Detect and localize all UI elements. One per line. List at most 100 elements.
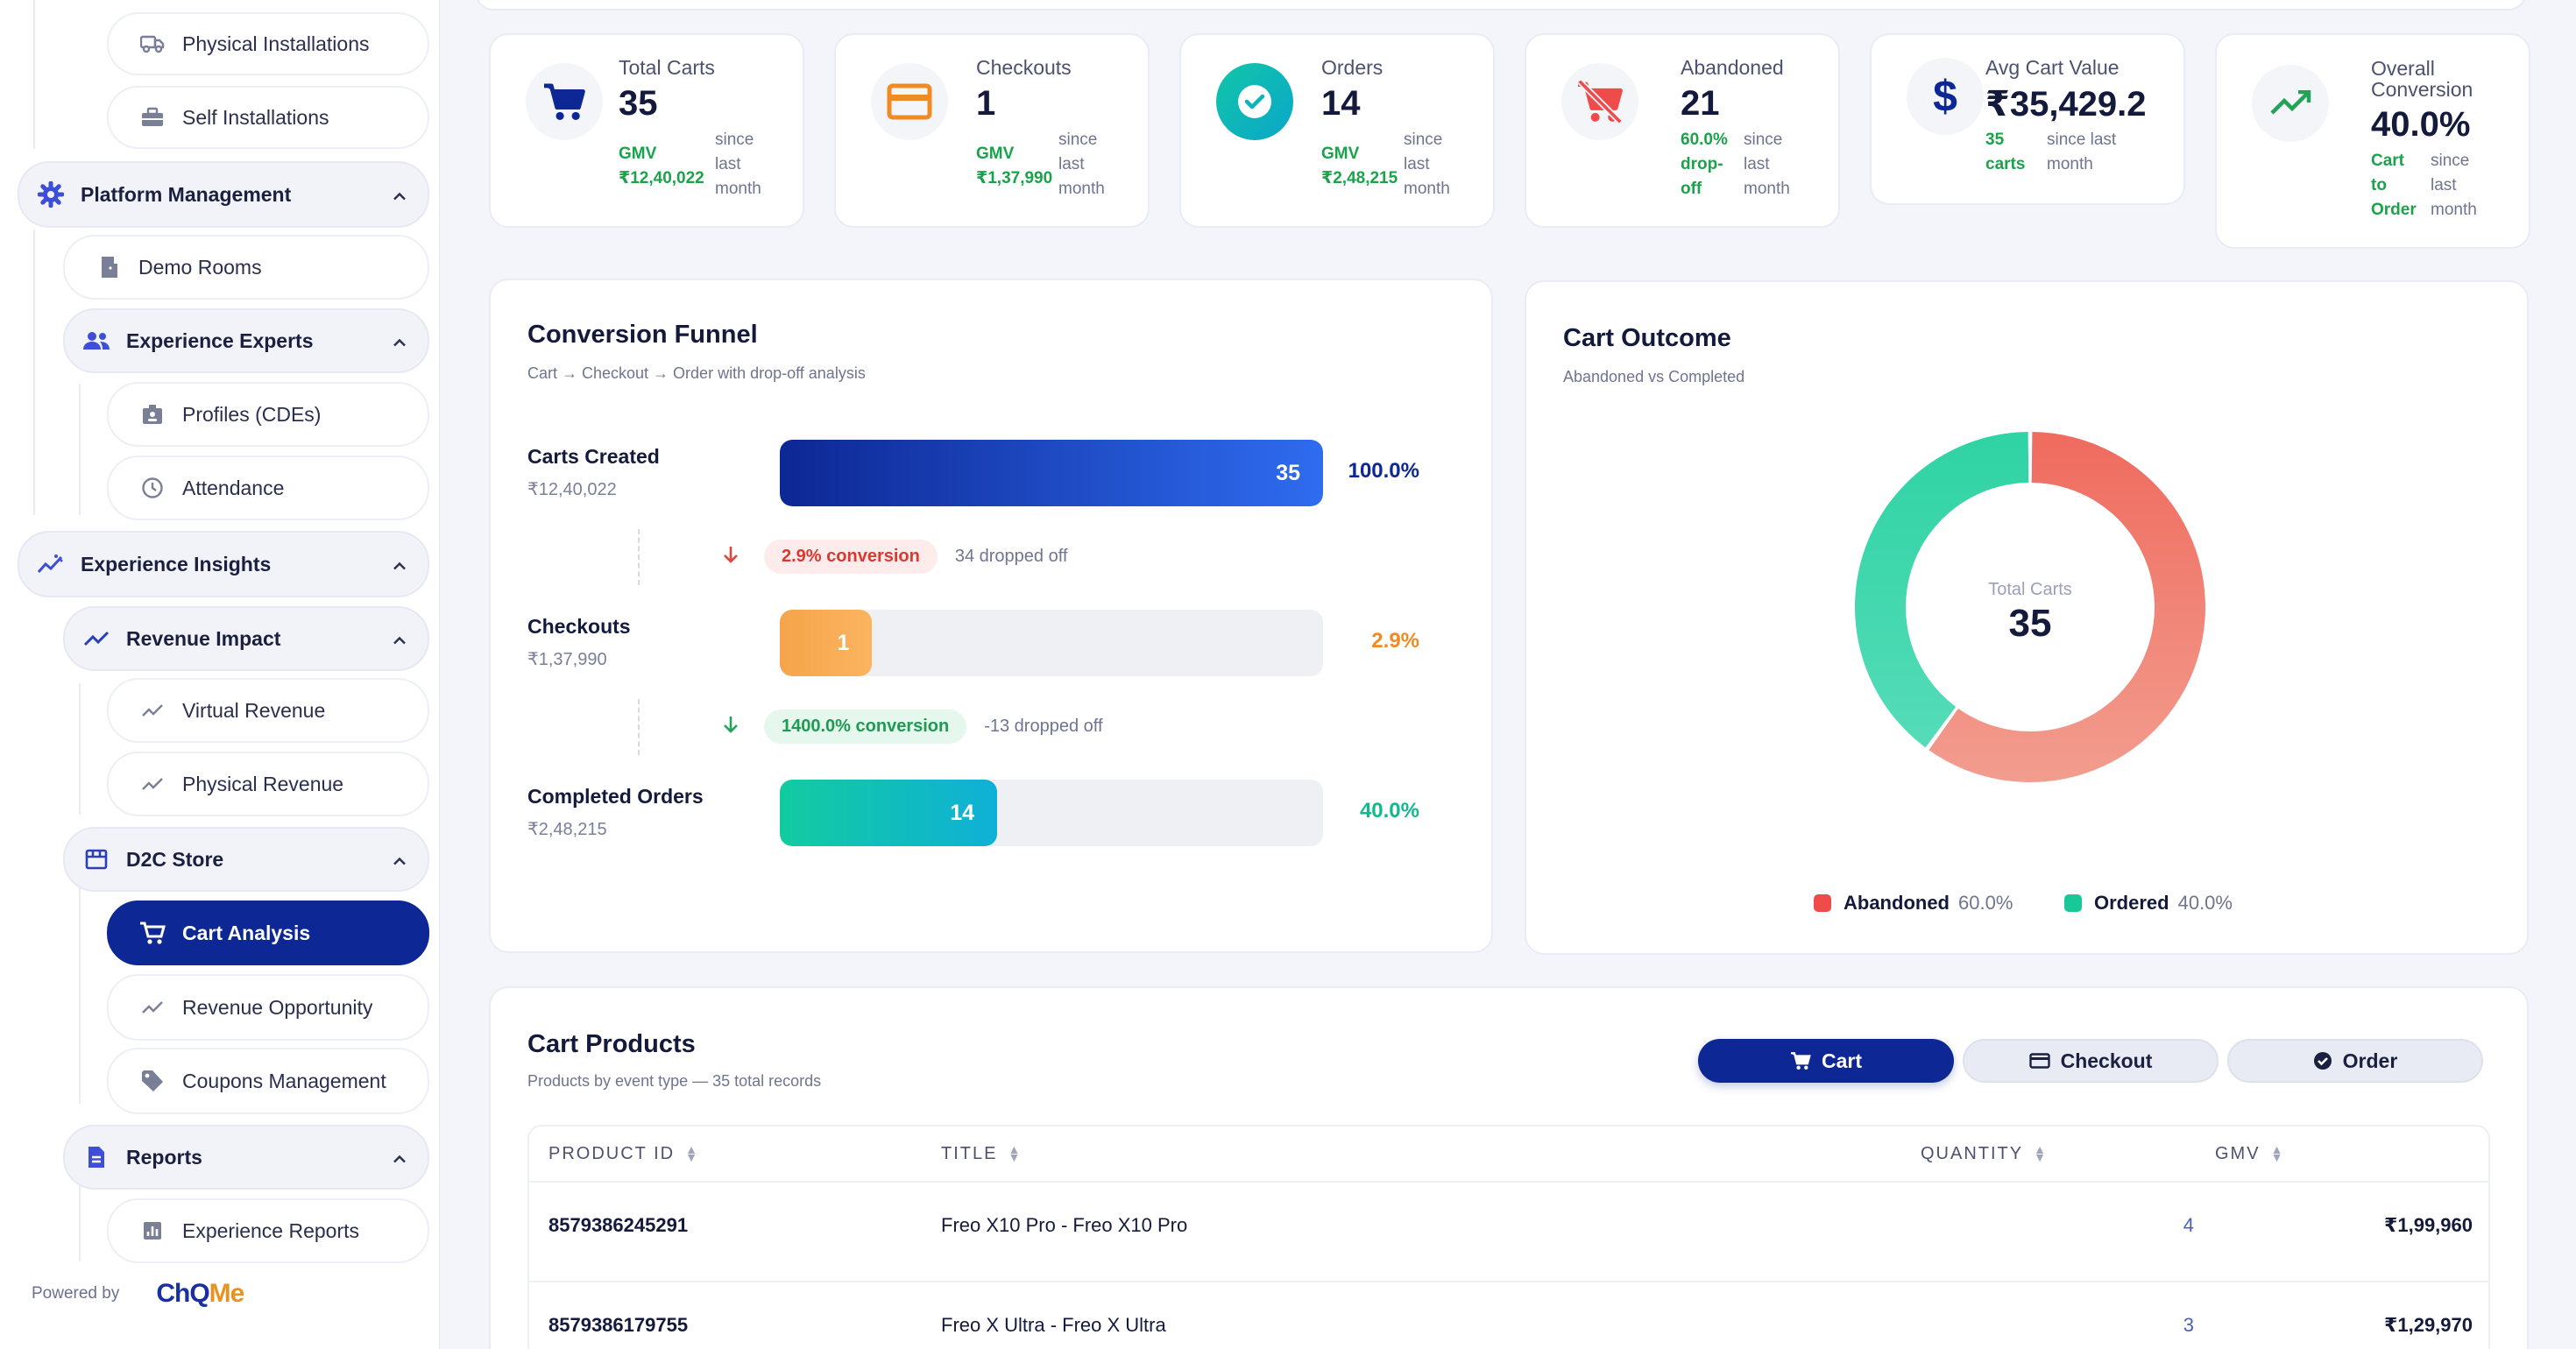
- sidebar-item-experience-reports[interactable]: Experience Reports: [107, 1198, 429, 1263]
- donut-segment-ordered[interactable]: [1855, 432, 2029, 748]
- brand-logo[interactable]: ChQMe: [156, 1279, 244, 1309]
- sort-icon[interactable]: ▲ ▼: [1008, 1142, 1023, 1164]
- logo-accent: Me: [209, 1279, 245, 1308]
- sort-icon[interactable]: ▲ ▼: [2270, 1142, 2285, 1164]
- products-title: Cart Products: [527, 1030, 696, 1058]
- funnel-bar-track: 35: [780, 440, 1323, 506]
- bar-chart-icon: [138, 1217, 166, 1245]
- stat-label: Overall Conversion: [2371, 58, 2473, 100]
- column-header-title[interactable]: TITLE ▲ ▼: [941, 1127, 1022, 1181]
- sidebar-section-reports[interactable]: Reports: [63, 1125, 429, 1190]
- sidebar-section-experience-experts[interactable]: Experience Experts: [63, 308, 429, 373]
- chevron-up-icon: [393, 183, 407, 207]
- tree-line: [33, 230, 35, 515]
- column-header-quantity[interactable]: QUANTITY ▲ ▼: [1921, 1127, 2048, 1181]
- funnel-connector: [638, 529, 640, 585]
- header-divider: [529, 1181, 2488, 1183]
- stat-card-abandoned: Abandoned 21 60.0% drop-off since last mont…: [1525, 33, 1840, 228]
- stat-card-avg-cart-value: $ Avg Cart Value ₹35,429.2 35 carts since…: [1870, 33, 2185, 205]
- dropped-text: -13 dropped off: [984, 717, 1103, 736]
- funnel-connector: [638, 699, 640, 755]
- cart-icon: [1790, 1051, 1811, 1070]
- funnel-bar-count: 35: [1276, 460, 1300, 485]
- tree-line: [79, 384, 81, 515]
- column-label: TITLE: [941, 1143, 998, 1163]
- stat-sub: 35 carts: [1985, 128, 2025, 177]
- products-subtitle: Products by event type — 35 total record…: [527, 1072, 822, 1090]
- stat-sub-line: Cart: [2371, 152, 2405, 170]
- sidebar-section-platform-management[interactable]: Platform Management: [18, 161, 429, 228]
- sidebar-item-physical-revenue[interactable]: Physical Revenue: [107, 752, 429, 816]
- stat-sub: Cart to Order: [2371, 149, 2417, 222]
- sidebar-section-d2c-store[interactable]: D2C Store: [63, 827, 429, 892]
- cart-products-card: Cart Products Products by event type — 3…: [489, 986, 2529, 1349]
- chevron-up-icon: [393, 329, 407, 353]
- legend-pct: 60.0%: [1958, 892, 2013, 914]
- tab-cart[interactable]: Cart: [1698, 1039, 1954, 1083]
- funnel-stage-gmv: ₹1,37,990: [527, 650, 607, 669]
- sidebar-item-coupons-management[interactable]: Coupons Management: [107, 1048, 429, 1114]
- tag-icon: [138, 1067, 166, 1095]
- toolbox-icon: [138, 103, 166, 131]
- funnel-stage-name: Completed Orders: [527, 785, 704, 808]
- dollar-icon: $: [1907, 58, 1984, 135]
- funnel-title: Conversion Funnel: [527, 321, 758, 349]
- conversion-badge: 1400.0% conversion: [764, 710, 967, 744]
- stat-label: Orders: [1321, 56, 1384, 79]
- trending-up-icon: [82, 625, 110, 653]
- conversion-funnel-card: Conversion Funnel Cart → Checkout → Orde…: [489, 279, 1493, 953]
- stat-sub-line: 60.0%: [1681, 131, 1728, 149]
- stat-sub-line: Order: [2371, 201, 2417, 219]
- donut-segment-abandoned[interactable]: [1928, 432, 2205, 782]
- column-header-product-id[interactable]: PRODUCT ID ▲ ▼: [548, 1127, 699, 1181]
- sidebar-item-cart-analysis[interactable]: Cart Analysis: [107, 901, 429, 965]
- legend-swatch: [1814, 894, 1831, 912]
- stat-label: Avg Cart Value: [1985, 56, 2120, 79]
- cart-icon: [138, 919, 166, 947]
- arrow-down-icon: [722, 545, 740, 569]
- sidebar-section-experience-insights[interactable]: Experience Insights: [18, 531, 429, 597]
- sort-icon[interactable]: ▲ ▼: [685, 1142, 699, 1164]
- sidebar-item-label: Revenue Opportunity: [182, 995, 373, 1019]
- sidebar-item-profiles-cdes[interactable]: Profiles (CDEs): [107, 382, 429, 447]
- sidebar-item-revenue-opportunity[interactable]: Revenue Opportunity: [107, 974, 429, 1041]
- stat-sub-line: 35: [1985, 131, 2005, 149]
- arrow-down-icon: [722, 715, 740, 739]
- cart-outcome-card: Cart Outcome Abandoned vs Completed Tota…: [1525, 280, 2529, 955]
- tab-order[interactable]: Order: [2227, 1039, 2483, 1083]
- since-line: last: [2431, 176, 2457, 194]
- powered-by-label: Powered by: [32, 1284, 120, 1303]
- since-line: since: [1058, 131, 1098, 149]
- tab-checkout[interactable]: Checkout: [1963, 1039, 2219, 1083]
- products-table: PRODUCT ID ▲ ▼ TITLE ▲ ▼ QUANTITY ▲ ▼ GMV ▲ ▼ 85…: [527, 1125, 2490, 1349]
- sidebar-item-self-installations[interactable]: Self Installations: [107, 86, 429, 149]
- sidebar-item-attendance[interactable]: Attendance: [107, 456, 429, 520]
- legend-abandoned: Abandoned 60.0%: [1814, 892, 2013, 915]
- stat-sub-line: off: [1681, 180, 1702, 198]
- funnel-stage-pct: 2.9%: [1371, 629, 1419, 653]
- conversion-badge: 2.9% conversion: [764, 540, 938, 574]
- funnel-stage-name: Carts Created: [527, 445, 660, 468]
- truck-icon: [138, 30, 166, 58]
- since-line: since last: [2047, 131, 2117, 149]
- stat-label: Checkouts: [976, 56, 1072, 79]
- sidebar-item-demo-rooms[interactable]: Demo Rooms: [63, 235, 429, 300]
- cell-quantity: 4: [2183, 1214, 2194, 1236]
- outcome-title: Cart Outcome: [1563, 324, 1731, 352]
- funnel-dropoff: 1400.0% conversion -13 dropped off: [722, 710, 1103, 744]
- sidebar-item-physical-installations[interactable]: Physical Installations: [107, 12, 429, 75]
- funnel-bar-carts: 35: [780, 440, 1323, 506]
- sidebar-item-virtual-revenue[interactable]: Virtual Revenue: [107, 678, 429, 743]
- column-header-gmv[interactable]: GMV ▲ ▼: [2215, 1127, 2284, 1181]
- legend-label: Abandoned: [1844, 892, 1950, 914]
- door-icon: [95, 253, 123, 281]
- since-line: month: [1744, 180, 1790, 198]
- cell-title: Freo X Ultra - Freo X Ultra: [941, 1314, 1166, 1336]
- sidebar-section-revenue-impact[interactable]: Revenue Impact: [63, 606, 429, 671]
- funnel-bar-track: 1: [780, 610, 1323, 676]
- legend-pct: 40.0%: [2177, 892, 2233, 914]
- stat-sub-line: drop-: [1681, 155, 1723, 173]
- since-line: month: [1404, 180, 1450, 198]
- sort-icon[interactable]: ▲ ▼: [2034, 1142, 2048, 1164]
- sidebar-item-label: Demo Rooms: [138, 255, 262, 279]
